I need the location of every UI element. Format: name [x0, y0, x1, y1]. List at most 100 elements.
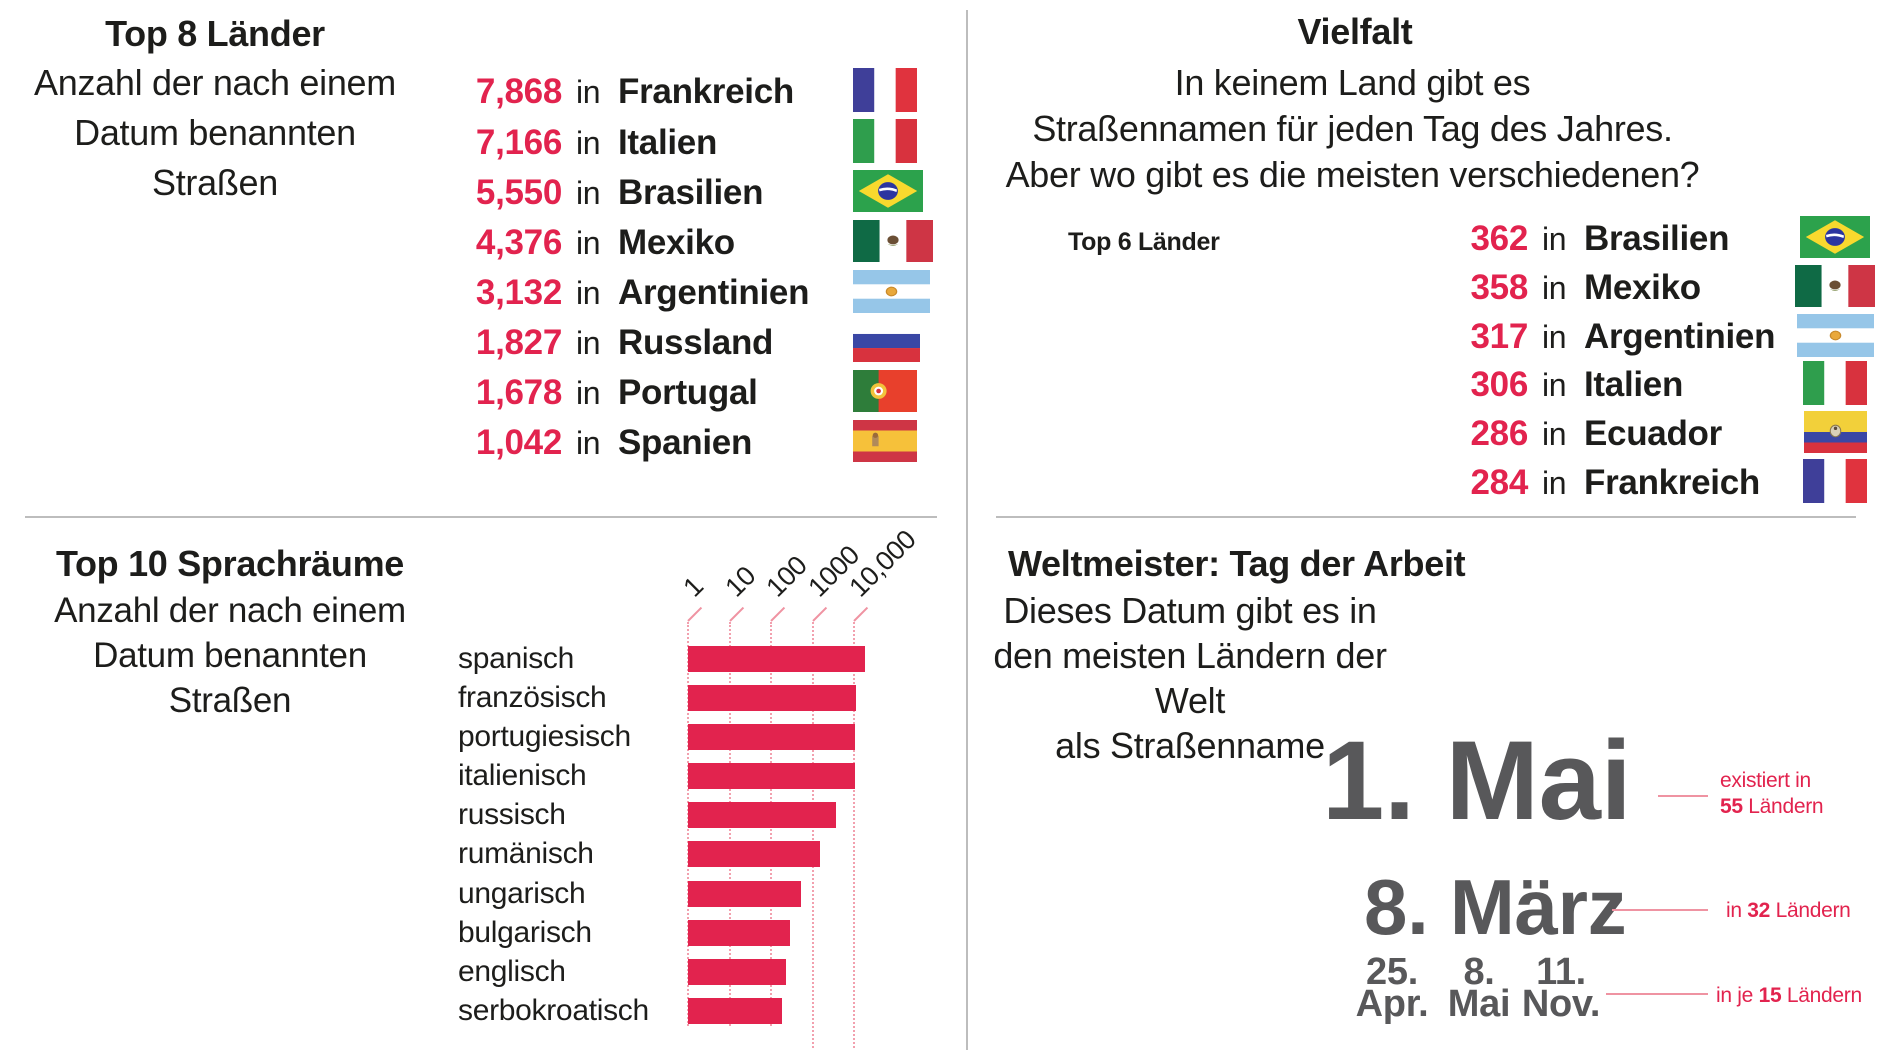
sprachraeume-subtitle: Anzahl der nach einem Datum benannten St… [30, 588, 430, 723]
date-11-nov: 11. Nov. [1521, 951, 1601, 1023]
country-flag-icon [853, 266, 935, 316]
date-line: Apr. [1355, 983, 1429, 1025]
country-name: Mexiko [618, 223, 735, 262]
subtitle-line: Straßen [168, 681, 292, 720]
date-8-maerz: 8. März [1364, 863, 1627, 951]
axis-tick-leader [770, 606, 786, 622]
country-flag-icon [853, 416, 935, 466]
horizontal-divider-left [25, 516, 937, 518]
category-label: italienisch [458, 759, 587, 792]
subtitle-line: Datum benannten [93, 636, 367, 675]
in-label: in [1542, 221, 1567, 257]
subtitle-line: Anzahl der nach einem [54, 591, 406, 630]
country-flag-icon [1794, 212, 1876, 262]
in-label: in [1542, 367, 1567, 403]
category-label: spanisch [458, 642, 575, 675]
date-line: Mai [1447, 983, 1511, 1025]
country-name: Russland [618, 323, 774, 362]
country-flag-icon [853, 366, 935, 416]
category-label: bulgarisch [458, 916, 592, 949]
table-row: 7,166 in Italien [0, 116, 966, 166]
in-label: in [576, 74, 601, 110]
note-text: in [1726, 899, 1748, 922]
category-label: englisch [458, 955, 566, 988]
category-label: rumänisch [458, 837, 594, 870]
axis-tick-leader [811, 606, 827, 622]
table-row: 1,678 in Portugal [0, 366, 966, 416]
category-label: ungarisch [458, 877, 586, 910]
country-name: Italien [1584, 365, 1684, 404]
subtitle-line: Straßen [152, 162, 278, 203]
note-text: Ländern [1770, 899, 1851, 922]
category-label: französisch [458, 681, 607, 714]
note-text: existiert in [1720, 769, 1811, 792]
top6-list-label: Top 6 Länder [1068, 228, 1220, 256]
in-label: in [576, 125, 601, 161]
bar [688, 959, 786, 985]
country-name: Spanien [618, 423, 753, 462]
country-flag-icon [853, 166, 935, 216]
street-count: 5,550 [475, 173, 562, 212]
weltmeister-body: Dieses Datum gibt es in den meisten Länd… [960, 588, 1420, 768]
date-line: 8. [1463, 951, 1495, 993]
in-label: in [1542, 465, 1567, 501]
date-line: 11. [1536, 951, 1586, 993]
annotation-note: in 32 Ländern [1726, 898, 1851, 924]
note-text: Ländern [1742, 795, 1824, 818]
in-label: in [576, 175, 601, 211]
vertical-divider [966, 10, 968, 1050]
country-name: Ecuador [1584, 414, 1722, 453]
street-count: 7,868 [475, 72, 562, 111]
bar [688, 685, 856, 711]
country-name: Brasilien [1584, 219, 1730, 258]
street-count: 4,376 [475, 223, 562, 262]
annotation-line [1606, 993, 1708, 995]
street-count: 1,827 [475, 323, 562, 362]
table-row: 317 in Argentinien [968, 310, 1880, 360]
body-line: In keinem Land gibt es [1174, 62, 1531, 103]
vielfalt-body: In keinem Land gibt es Straßennamen für … [985, 60, 1720, 198]
in-label: in [1542, 319, 1567, 355]
bar [688, 920, 791, 946]
table-row: 284 in Frankreich [968, 456, 1880, 506]
category-label: portugiesisch [458, 720, 631, 753]
axis-tick-label: 1 [677, 570, 709, 603]
table-row: 3,132 in Argentinien [0, 266, 966, 316]
body-line: Straßennamen für jeden Tag des Jahres. [1032, 108, 1673, 149]
axis-tick-leader [728, 606, 744, 622]
country-name: Argentinien [618, 273, 810, 312]
country-name: Frankreich [618, 72, 794, 111]
category-label: serbokroatisch [458, 994, 649, 1027]
country-flag-icon [1794, 261, 1876, 311]
bar [688, 724, 856, 750]
date-8-mai: 8. Mai [1439, 951, 1519, 1025]
table-row: 5,550 in Brasilien [0, 166, 966, 216]
sprachraeume-title: Top 10 Sprachräume [55, 543, 405, 584]
in-label: in [576, 375, 601, 411]
top8-title: Top 8 Länder [105, 13, 325, 54]
country-flag-icon [853, 65, 935, 115]
axis-gridline [811, 622, 814, 1048]
note-count: 15 [1758, 984, 1782, 1007]
annotation-line [1612, 909, 1708, 911]
street-count: 3,132 [475, 273, 562, 312]
axis-gridline [853, 622, 855, 1048]
note-text: Ländern [1781, 984, 1862, 1007]
table-row: 358 in Mexiko [968, 261, 1880, 311]
top8-subtitle: Anzahl der nach einem Datum benannten St… [5, 58, 425, 208]
in-label: in [576, 225, 601, 261]
note-count: 55 [1720, 795, 1743, 818]
date-1-mai: 1. Mai [1322, 718, 1632, 843]
bar [688, 881, 802, 907]
table-row: 1,827 in Russland [0, 316, 966, 366]
country-name: Italien [618, 123, 718, 162]
table-row: 4,376 in Mexiko [0, 216, 966, 266]
table-row: 362 in Brasilien [968, 212, 1880, 262]
horizontal-divider-right [996, 516, 1856, 518]
vielfalt-title: Vielfalt [1297, 11, 1413, 52]
body-line: als Straßenname [1055, 725, 1325, 766]
in-label: in [1542, 416, 1567, 452]
street-count: 7,166 [475, 123, 562, 162]
bar [688, 646, 865, 672]
